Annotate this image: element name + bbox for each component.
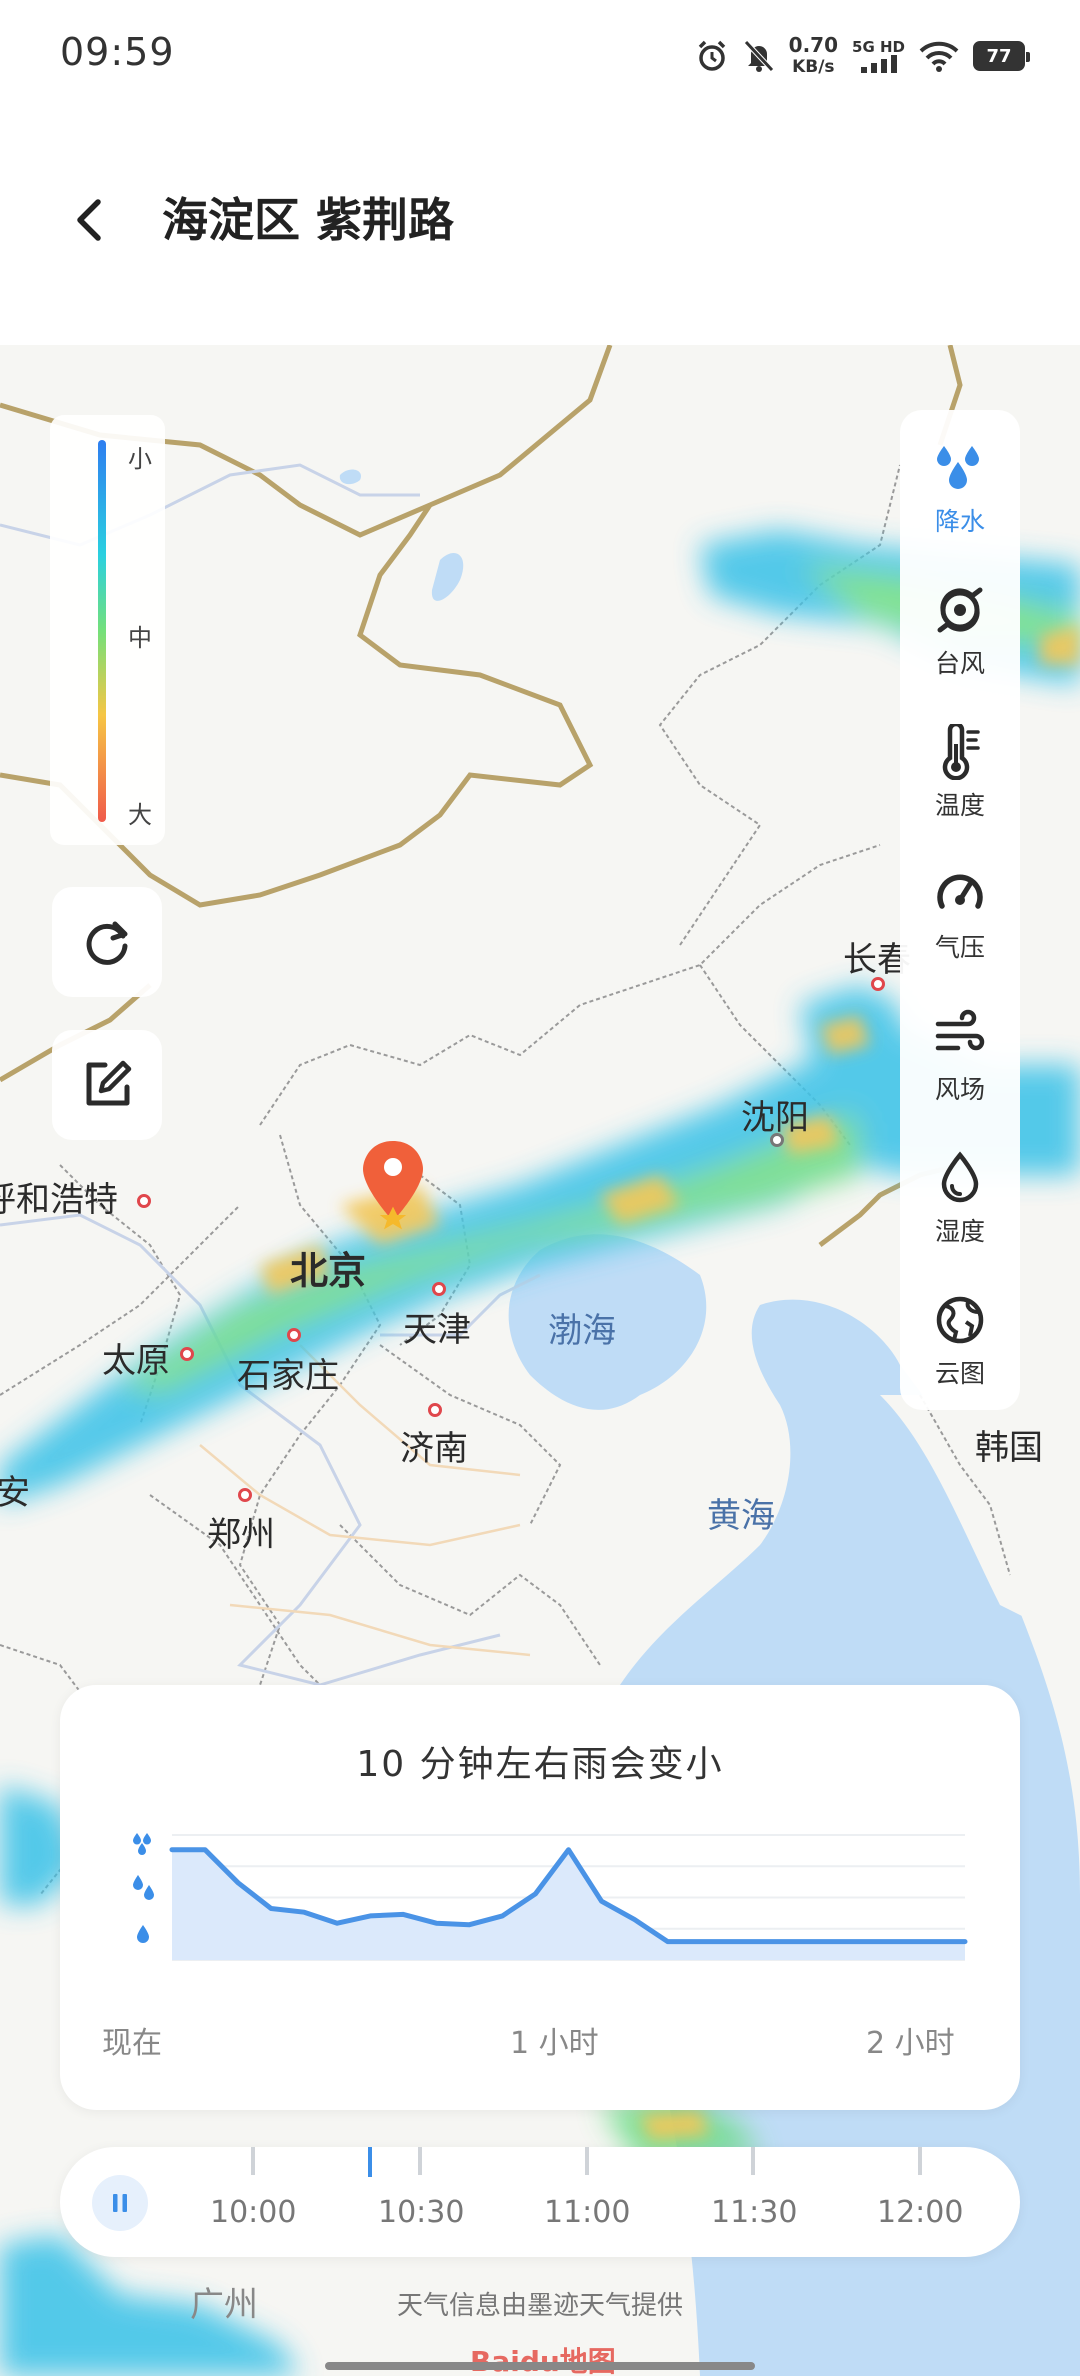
city-label-tianjin: 天津	[403, 1310, 471, 1350]
timeline-tick	[585, 2147, 589, 2175]
layer-label: 温度	[934, 791, 985, 820]
city-label-jinan: 济南	[400, 1429, 468, 1469]
timeline-current-marker[interactable]	[368, 2147, 372, 2177]
speed-unit: KB/s	[792, 57, 835, 77]
timeline-tick	[418, 2147, 422, 2175]
layer-cloud[interactable]: 云图	[900, 1292, 1020, 1412]
city-label-xian: 安	[0, 1473, 30, 1513]
pressure-gauge-icon	[932, 866, 988, 922]
city-label-taiyuan: 太原	[102, 1341, 170, 1381]
city-dot	[180, 1347, 194, 1361]
city-dot	[871, 977, 885, 991]
layer-label: 气压	[934, 933, 985, 962]
home-indicator[interactable]	[325, 2362, 755, 2370]
timeline-tick	[751, 2147, 755, 2175]
city-label-zhengzhou: 郑州	[207, 1515, 275, 1555]
pause-icon	[113, 2194, 127, 2212]
battery-indicator: 77	[973, 41, 1030, 71]
city-label-shenyang: 沈阳	[741, 1098, 809, 1138]
typhoon-icon	[932, 582, 988, 638]
status-time: 09:59	[60, 30, 175, 74]
precipitation-area	[172, 1849, 965, 1960]
city-dot	[238, 1488, 252, 1502]
signal-bars-icon	[860, 55, 897, 73]
layer-typhoon[interactable]: 台风	[900, 582, 1020, 702]
status-bar: 09:59 0.70 KB/s 5G HD	[0, 0, 1080, 115]
forecast-headline: 10 分钟左右雨会变小	[356, 1744, 724, 1785]
edit-icon	[86, 1060, 132, 1106]
city-label-changchun: 长春	[843, 940, 911, 980]
map-provider-logo: Baidu地图	[470, 2340, 616, 2380]
timeline-time: 11:00	[544, 2195, 631, 2230]
location-pin	[363, 1141, 423, 1230]
city-label-guangzhou: 广州	[190, 2285, 258, 2325]
humidity-drop-icon	[932, 1150, 988, 1206]
back-button[interactable]	[60, 190, 120, 250]
timeline-time: 10:00	[210, 2195, 297, 2230]
level-high-icon	[133, 1833, 151, 1855]
timeline-time: 10:30	[378, 2195, 465, 2230]
alarm-icon	[698, 40, 725, 71]
precipitation-icon	[932, 440, 988, 496]
precipitation-chart	[133, 1833, 968, 1961]
legend-low: 小	[128, 445, 152, 473]
playback-timeline[interactable]: 10:00 10:30 11:00 11:30 12:00	[60, 2147, 1020, 2257]
layer-pressure[interactable]: 气压	[900, 866, 1020, 986]
layer-label: 云图	[934, 1359, 985, 1388]
network-speed: 0.70 KB/s	[789, 34, 838, 78]
time-label-1h: 1 小时	[510, 2026, 599, 2061]
city-dot	[137, 1194, 151, 1208]
layer-label: 湿度	[934, 1217, 985, 1246]
precipitation-legend: 小 中 大	[50, 415, 165, 845]
forecast-card: 10 分钟左右雨会变小 现在 1 小时 2 小时	[60, 1685, 1020, 2110]
globe-icon	[932, 1292, 988, 1348]
city-label-korea: 韩国	[975, 1428, 1043, 1468]
chevron-left-icon	[77, 199, 101, 241]
city-dot	[770, 1133, 784, 1147]
layer-humidity[interactable]: 湿度	[900, 1150, 1020, 1270]
wind-icon	[932, 1008, 988, 1064]
precipitation-line	[169, 1847, 968, 1945]
timeline-time: 12:00	[877, 2195, 964, 2230]
pause-button[interactable]	[92, 2175, 148, 2231]
data-credit: 天气信息由墨迹天气提供	[396, 2291, 683, 2321]
layer-panel: 降水 台风 温度	[900, 410, 1020, 1410]
page-title: 海淀区 紫荆路	[162, 193, 455, 247]
status-icons: 0.70 KB/s 5G HD 77	[695, 34, 1030, 78]
city-dot	[287, 1328, 301, 1342]
timeline-tick	[251, 2147, 255, 2175]
wifi-icon	[919, 41, 959, 72]
level-mid-icon	[133, 1875, 154, 1900]
city-label-beijing: 北京	[290, 1249, 367, 1293]
edit-feedback-button[interactable]	[52, 1030, 162, 1140]
layer-precipitation[interactable]: 降水	[900, 440, 1020, 560]
speed-value: 0.70	[788, 33, 839, 57]
refresh-icon	[86, 921, 128, 965]
legend-mid: 中	[128, 624, 152, 652]
layer-temperature[interactable]: 温度	[900, 724, 1020, 844]
timeline-tick	[918, 2147, 922, 2175]
city-dot	[428, 1403, 442, 1417]
sea-label-bohai: 渤海	[548, 1311, 616, 1351]
legend-high: 大	[128, 801, 152, 829]
layer-label: 风场	[934, 1075, 985, 1104]
time-label-2h: 2 小时	[866, 2026, 955, 2061]
thermometer-icon	[932, 724, 988, 780]
legend-gradient	[98, 440, 106, 822]
layer-label: 台风	[934, 649, 985, 678]
mute-bell-icon	[743, 40, 774, 72]
header: 海淀区 紫荆路	[0, 170, 1080, 270]
level-low-icon	[137, 1925, 149, 1943]
sea-label-yellow-sea: 黄海	[707, 1496, 775, 1536]
city-dot	[432, 1282, 446, 1296]
network-type: 5G HD	[852, 38, 905, 56]
city-label-shijiazhuang: 石家庄	[237, 1356, 339, 1396]
refresh-button[interactable]	[52, 887, 162, 997]
layer-label: 降水	[934, 507, 985, 536]
city-label-hohhot: 呼和浩特	[0, 1180, 118, 1220]
time-label-now: 现在	[102, 2026, 162, 2061]
layer-wind[interactable]: 风场	[900, 1008, 1020, 1128]
cellular-signal: 5G HD	[852, 39, 905, 73]
timeline-time: 11:30	[711, 2195, 798, 2230]
